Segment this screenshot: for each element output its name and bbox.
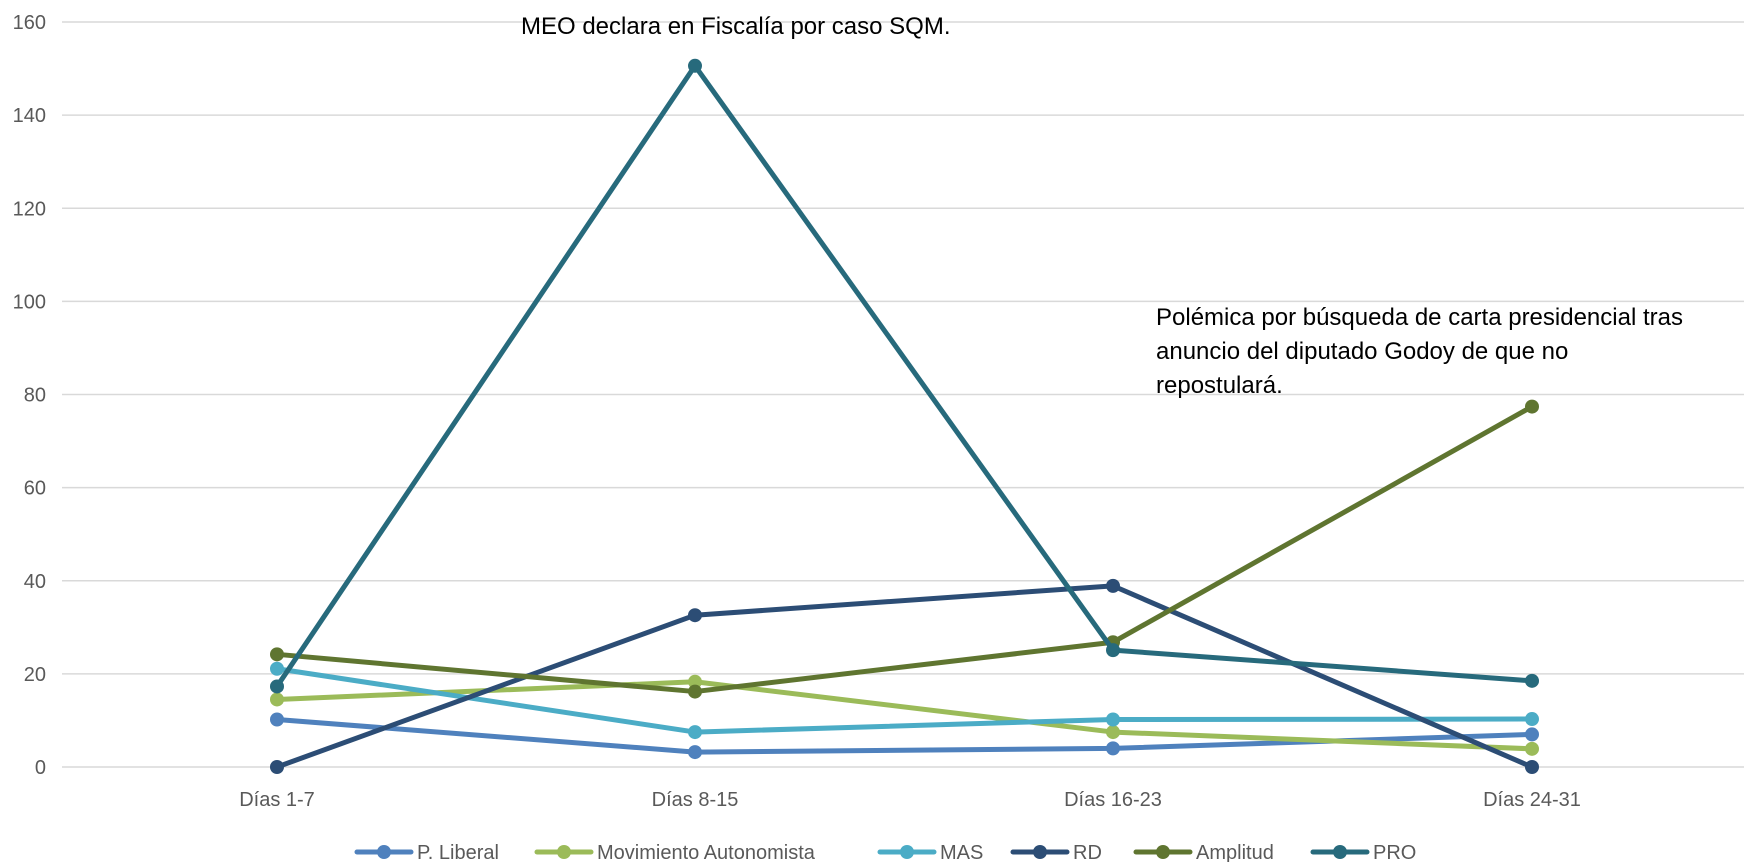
legend-item-pro: PRO bbox=[1310, 842, 1416, 864]
series-line-amplitud bbox=[274, 404, 1535, 695]
data-point-pro bbox=[1106, 643, 1120, 658]
data-point-mas bbox=[688, 725, 702, 740]
y-tick-label: 60 bbox=[24, 478, 46, 500]
series-line-rd bbox=[274, 583, 1535, 770]
data-point-mas bbox=[270, 661, 284, 676]
y-tick-label: 80 bbox=[24, 385, 46, 407]
x-tick-label: Días 16-23 bbox=[1064, 789, 1162, 811]
legend: P. Liberal Movimiento Autonomista MAS RD Amp… bbox=[354, 842, 1416, 864]
data-point-pro bbox=[1525, 673, 1539, 688]
y-axis-ticks: 0 20 40 60 80 100 120 140 160 bbox=[13, 12, 46, 779]
x-tick-label: Días 8-15 bbox=[652, 789, 739, 811]
legend-swatch-marker bbox=[557, 845, 571, 859]
legend-item-mas: MAS bbox=[877, 842, 983, 864]
data-point-rd bbox=[270, 760, 284, 774]
legend-label: P. Liberal bbox=[417, 842, 499, 862]
series-rd bbox=[270, 578, 1539, 774]
series-mas bbox=[270, 661, 1539, 740]
annotations: MEO declara en Fiscalía por caso SQM. Pol… bbox=[521, 13, 1683, 399]
legend-label: Movimiento Autonomista bbox=[597, 842, 816, 862]
annotation-text: anuncio del diputado Godoy de que no bbox=[1156, 338, 1568, 365]
legend-swatch-marker bbox=[377, 845, 391, 859]
data-point-rd bbox=[1525, 760, 1539, 774]
y-tick-label: 100 bbox=[13, 291, 46, 313]
legend-item-rd: RD bbox=[1010, 842, 1102, 864]
data-point-rd bbox=[688, 608, 702, 623]
annotation-1: MEO declara en Fiscalía por caso SQM. bbox=[521, 13, 951, 40]
data-point-p-liberal bbox=[688, 745, 702, 760]
y-tick-label: 0 bbox=[35, 757, 46, 779]
data-point-pro bbox=[270, 679, 284, 694]
annotation-2: Polémica por búsqueda de carta presidenc… bbox=[1156, 304, 1683, 399]
data-point-mas bbox=[1525, 712, 1539, 727]
data-point-pro bbox=[688, 58, 702, 73]
legend-label: RD bbox=[1073, 842, 1102, 862]
data-point-movimiento-autonomista bbox=[1525, 741, 1539, 756]
x-tick-label: Días 1-7 bbox=[239, 789, 315, 811]
legend-label: PRO bbox=[1373, 842, 1416, 862]
gridlines bbox=[62, 21, 1744, 768]
series-amplitud bbox=[270, 399, 1539, 699]
legend-item-p-liberal: P. Liberal bbox=[354, 842, 499, 864]
annotation-text: repostulará. bbox=[1156, 372, 1283, 399]
series-line-pro bbox=[274, 63, 1535, 689]
data-point-rd bbox=[1106, 578, 1120, 593]
data-point-movimiento-autonomista bbox=[1106, 725, 1120, 740]
x-tick-label: Días 24-31 bbox=[1483, 789, 1581, 811]
data-point-p-liberal bbox=[1525, 727, 1539, 742]
annotation-text: Polémica por búsqueda de carta presidenc… bbox=[1156, 304, 1683, 331]
y-tick-label: 120 bbox=[13, 198, 46, 220]
legend-label: MAS bbox=[940, 842, 983, 862]
data-point-p-liberal bbox=[270, 712, 284, 727]
y-tick-label: 160 bbox=[13, 12, 46, 34]
data-point-amplitud bbox=[270, 647, 284, 662]
y-tick-label: 20 bbox=[24, 664, 46, 686]
data-point-movimiento-autonomista bbox=[688, 674, 702, 689]
y-tick-label: 40 bbox=[24, 571, 46, 593]
legend-swatch-marker bbox=[900, 845, 914, 859]
legend-item-movimiento-autonomista: Movimiento Autonomista bbox=[534, 842, 816, 864]
data-point-movimiento-autonomista bbox=[270, 692, 284, 707]
annotation-text: MEO declara en Fiscalía por caso SQM. bbox=[521, 13, 951, 40]
series-lines bbox=[270, 58, 1539, 774]
data-point-amplitud bbox=[1525, 399, 1539, 414]
legend-item-amplitud: Amplitud bbox=[1133, 842, 1274, 864]
data-point-p-liberal bbox=[1106, 741, 1120, 756]
legend-swatch-marker bbox=[1156, 845, 1170, 859]
series-line-mas bbox=[274, 666, 1535, 735]
data-point-amplitud bbox=[688, 684, 702, 699]
legend-label: Amplitud bbox=[1196, 842, 1274, 862]
x-axis-ticks: Días 1-7 Días 8-15 Días 16-23 Días 24-31 bbox=[239, 789, 1581, 811]
legend-swatch-marker bbox=[1033, 845, 1047, 859]
data-point-mas bbox=[1106, 712, 1120, 727]
legend-swatch-marker bbox=[1333, 845, 1347, 859]
series-pro bbox=[270, 58, 1539, 694]
y-tick-label: 140 bbox=[13, 105, 46, 127]
